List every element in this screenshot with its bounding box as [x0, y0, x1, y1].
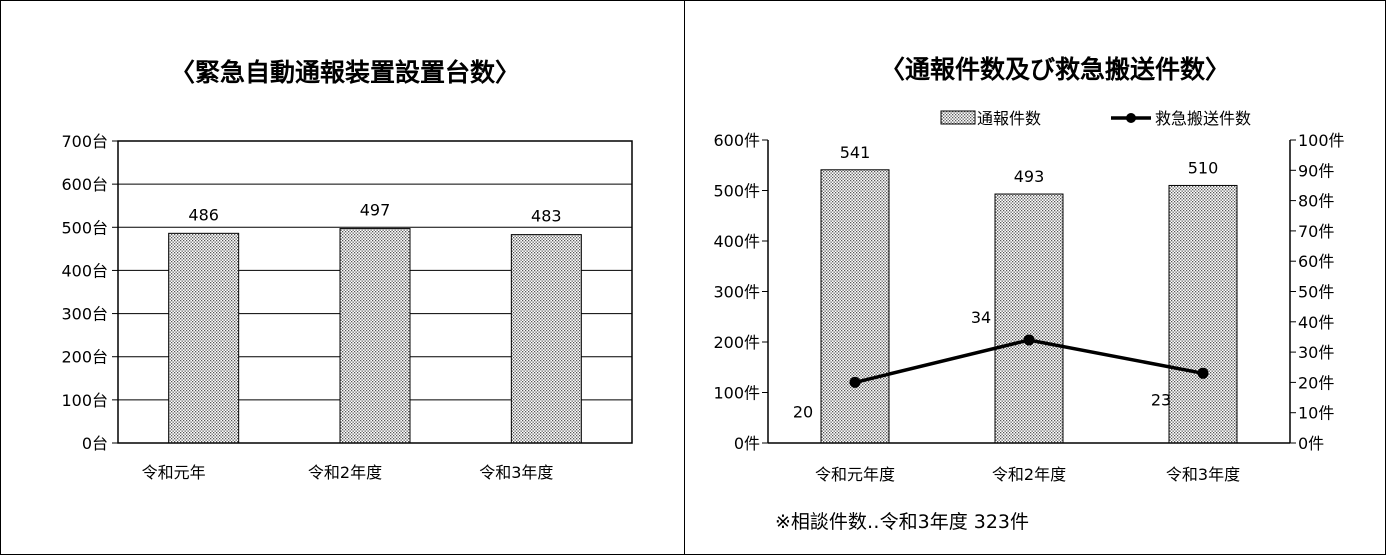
- chart-panel-reports: 〈通報件数及び救急搬送件数〉 通報件数 救急搬送件数 0件 100件 200件 300件…: [685, 0, 1386, 555]
- y2-tick-label: 50件: [1298, 283, 1334, 302]
- y2-tick-label: 100件: [1298, 131, 1345, 150]
- legend-label: 救急搬送件数: [1155, 109, 1251, 128]
- y-tick-label: 100件: [713, 384, 760, 403]
- y-tick-label: 500台: [61, 218, 108, 237]
- bar: [510, 234, 582, 444]
- y2-tick-label: 10件: [1298, 404, 1334, 423]
- chart-panel-installations: 〈緊急自動通報装置設置台数〉 0台 100台 200台 300台 400台 500台 600…: [0, 0, 684, 555]
- line-data-label: 34: [971, 308, 991, 327]
- y2-tick-label: 90件: [1298, 161, 1334, 180]
- x-axis-categories: 令和元年 令和2年度 令和3年度: [142, 463, 554, 482]
- y-tick-label: 300件: [713, 283, 760, 302]
- y-axis-ticks: 0台 100台 200台 300台 400台 500台 600台 700台: [61, 132, 118, 453]
- bar-data-label: 510: [1188, 158, 1219, 177]
- bar: [1168, 184, 1238, 444]
- chart-title: 〈通報件数及び救急搬送件数〉: [880, 55, 1230, 84]
- bar-data-label: 541: [840, 143, 871, 162]
- y-tick-label: 400台: [61, 261, 108, 280]
- data-labels: 541 493 510 20 34 23: [793, 143, 1218, 422]
- x-tick-label: 令和元年: [142, 463, 206, 482]
- legend: 通報件数 救急搬送件数: [940, 109, 1251, 128]
- panel-divider: [684, 0, 685, 555]
- legend-swatch-marker: [1126, 113, 1136, 123]
- line-point: [1197, 367, 1209, 379]
- axes: [767, 140, 1291, 444]
- installations-chart: 〈緊急自動通報装置設置台数〉 0台 100台 200台 300台 400台 500台 600…: [61, 58, 633, 482]
- legend-label: 通報件数: [977, 109, 1041, 128]
- line-data-label: 23: [1151, 390, 1171, 409]
- y-axis-ticks: 0件 100件 200件 300件 400件 500件 600件: [713, 131, 768, 453]
- bars: [820, 169, 1238, 444]
- y-tick-label: 0件: [734, 434, 760, 453]
- bar: [820, 169, 890, 444]
- y2-tick-label: 80件: [1298, 192, 1334, 211]
- line-point: [849, 376, 861, 388]
- y-tick-label: 100台: [61, 391, 108, 410]
- data-label: 486: [188, 205, 219, 224]
- x-tick-label: 令和3年度: [479, 463, 553, 482]
- data-label: 483: [531, 207, 562, 226]
- bar: [994, 193, 1064, 444]
- footnote: ※相談件数‥令和3年度 323件: [775, 511, 1029, 533]
- y-tick-label: 700台: [61, 132, 108, 151]
- y2-tick-label: 30件: [1298, 343, 1334, 362]
- y2-tick-label: 70件: [1298, 222, 1334, 241]
- bar: [339, 228, 411, 444]
- y-tick-label: 600台: [61, 175, 108, 194]
- line-data-label: 20: [793, 402, 813, 421]
- data-labels: 486 497 483: [188, 201, 561, 226]
- y2-axis-ticks: 0件 10件 20件 30件 40件 50件 60件 70件 80件 90件 100件: [1290, 131, 1345, 453]
- y2-tick-label: 0件: [1298, 434, 1324, 453]
- legend-swatch-bar: [940, 110, 976, 125]
- x-axis-categories: 令和元年度 令和2年度 令和3年度: [815, 465, 1240, 484]
- bar-data-label: 493: [1014, 167, 1045, 186]
- y-tick-label: 200台: [61, 348, 108, 367]
- y-tick-label: 0台: [82, 434, 108, 453]
- y2-tick-label: 40件: [1298, 313, 1334, 332]
- x-tick-label: 令和3年度: [1166, 465, 1240, 484]
- data-label: 497: [360, 201, 391, 220]
- y2-tick-label: 60件: [1298, 252, 1334, 271]
- x-tick-label: 令和2年度: [308, 463, 382, 482]
- bar: [168, 232, 240, 444]
- x-tick-label: 令和元年度: [815, 465, 895, 484]
- x-tick-label: 令和2年度: [992, 465, 1066, 484]
- line-series: [849, 334, 1209, 388]
- chart-title: 〈緊急自動通報装置設置台数〉: [170, 58, 520, 87]
- y-tick-label: 300台: [61, 305, 108, 324]
- y-tick-label: 500件: [713, 182, 760, 201]
- y-tick-label: 200件: [713, 333, 760, 352]
- y-tick-label: 400件: [713, 232, 760, 251]
- y-tick-label: 600件: [713, 131, 760, 150]
- plot-area-border: [117, 140, 633, 444]
- y2-tick-label: 20件: [1298, 373, 1334, 392]
- reports-chart: 〈通報件数及び救急搬送件数〉 通報件数 救急搬送件数 0件100件200件300件…: [713, 55, 1345, 533]
- axes: [117, 140, 633, 444]
- line-point: [1023, 334, 1035, 346]
- bars: [168, 228, 582, 444]
